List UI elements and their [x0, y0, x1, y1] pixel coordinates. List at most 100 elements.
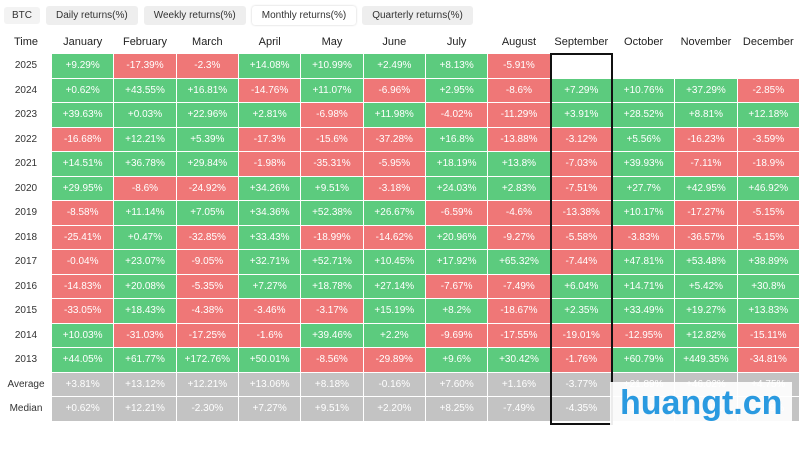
return-cell: -0.16%	[363, 372, 425, 396]
row-label: 2024	[1, 78, 51, 102]
return-cell: -8.6%	[114, 176, 176, 200]
row-label: 2016	[1, 274, 51, 298]
tab[interactable]: Monthly returns(%)	[251, 5, 357, 25]
return-cell: +2.35%	[550, 299, 612, 323]
return-cell: +19.27%	[675, 299, 737, 323]
return-cell: +8.18%	[301, 372, 363, 396]
return-cell: +34.36%	[238, 201, 301, 225]
return-cell: +12.82%	[675, 323, 737, 347]
return-cell: +2.81%	[238, 103, 301, 127]
return-cell: +2.49%	[363, 54, 425, 78]
return-cell: -33.05%	[52, 299, 114, 323]
row: 2015 -33.05% +18.43% -4.38% -3.46% -3.17% +15.…	[1, 299, 799, 323]
return-cell: +8.25%	[425, 397, 488, 421]
return-cell: +7.27%	[238, 397, 301, 421]
row-label: 2020	[1, 176, 51, 200]
return-cell: -17.25%	[176, 323, 238, 347]
return-cell: +30.8%	[737, 274, 799, 298]
column-header: March	[192, 36, 223, 48]
column-header: May	[321, 36, 343, 48]
return-cell: -17.27%	[675, 201, 737, 225]
return-cell: -9.69%	[425, 323, 488, 347]
return-cell: +50.01%	[238, 348, 301, 372]
return-cell: +3.91%	[550, 103, 612, 127]
return-cell: +39.93%	[612, 152, 675, 176]
row-label: 2018	[1, 225, 51, 249]
return-cell: +9.6%	[425, 348, 488, 372]
return-cell: -12.95%	[612, 323, 675, 347]
return-cell: -14.62%	[363, 225, 425, 249]
return-cell: +9.29%	[52, 54, 114, 78]
return-cell: +2.83%	[488, 176, 550, 200]
return-cell: +10.99%	[301, 54, 363, 78]
return-cell: +10.76%	[612, 78, 675, 102]
return-cell: +11.07%	[301, 78, 363, 102]
return-cell: +53.48%	[675, 250, 737, 274]
return-cell: +3.81%	[52, 372, 114, 396]
return-cell: -11.29%	[488, 103, 550, 127]
return-cell: -19.01%	[550, 323, 612, 347]
return-cell: -3.17%	[301, 299, 363, 323]
row-label: 2014	[1, 323, 51, 347]
return-cell: +30.42%	[488, 348, 550, 372]
return-cell: +12.21%	[114, 397, 176, 421]
return-cell: -7.03%	[550, 152, 612, 176]
return-cell: -3.59%	[737, 127, 799, 151]
row: 2018 -25.41% +0.47% -32.85% +33.43% -18.99% -1…	[1, 225, 799, 249]
return-cell: -17.55%	[488, 323, 550, 347]
return-cell: +2.20%	[363, 397, 425, 421]
return-cell: +14.08%	[238, 54, 301, 78]
return-cell: +29.95%	[52, 176, 114, 200]
return-cell: +14.51%	[52, 152, 114, 176]
tab[interactable]: Daily returns(%)	[46, 5, 138, 25]
row: 2021 +14.51% +36.78% +29.84% -1.98% -35.31% -5…	[1, 152, 799, 176]
return-cell: +7.27%	[238, 274, 301, 298]
return-cell: -4.35%	[550, 397, 612, 421]
return-cell: -16.68%	[52, 127, 114, 151]
return-cell: +20.96%	[425, 225, 488, 249]
return-cell: +44.05%	[52, 348, 114, 372]
tab[interactable]: Weekly returns(%)	[143, 5, 246, 25]
tab[interactable]: Quarterly returns(%)	[362, 5, 473, 25]
watermark: huangt.cn	[610, 382, 793, 425]
return-cell: -3.83%	[612, 225, 675, 249]
return-cell: -7.51%	[550, 176, 612, 200]
return-cell: -7.11%	[675, 152, 737, 176]
return-cell: -5.58%	[550, 225, 612, 249]
column-header: October	[624, 36, 664, 48]
row: 2023 +39.63% +0.03% +22.96% +2.81% -6.98% +11.…	[1, 103, 799, 127]
return-cell: +26.67%	[363, 201, 425, 225]
row: 2013 +44.05% +61.77% +172.76% +50.01% -8.56% -…	[1, 348, 799, 372]
return-cell: +11.98%	[363, 103, 425, 127]
return-cell: +11.14%	[114, 201, 176, 225]
return-cell: +38.89%	[737, 250, 799, 274]
return-cell: +12.21%	[114, 127, 176, 151]
return-cell: +2.2%	[363, 323, 425, 347]
return-cell: -14.83%	[52, 274, 114, 298]
return-cell: -0.04%	[52, 250, 114, 274]
return-cell: -7.44%	[550, 250, 612, 274]
return-cell: -8.56%	[301, 348, 363, 372]
return-cell: -3.12%	[550, 127, 612, 151]
return-cell: -4.6%	[488, 201, 550, 225]
return-cell: -31.03%	[114, 323, 176, 347]
return-cell: -3.46%	[238, 299, 301, 323]
row-label: 2017	[1, 250, 51, 274]
return-cell: +39.63%	[52, 103, 114, 127]
row-label: 2022	[1, 127, 51, 151]
row: 2014 +10.03% -31.03% -17.25% -1.6% +39.46% +2.…	[1, 323, 799, 347]
return-cell: +13.12%	[114, 372, 176, 396]
asset-select[interactable]: BTC	[4, 6, 40, 24]
return-cell: +36.78%	[114, 152, 176, 176]
row-label: 2015	[1, 299, 51, 323]
return-cell: +13.8%	[488, 152, 550, 176]
row: 2025 +9.29% -17.39% -2.3% +14.08% +10.99% +2.4…	[1, 54, 799, 78]
row-label: 2019	[1, 201, 51, 225]
empty-cell	[675, 54, 737, 78]
row: 2020 +29.95% -8.6% -24.92% +34.26% +9.51% -3.1…	[1, 176, 799, 200]
return-cell: +7.29%	[550, 78, 612, 102]
return-cell: +23.07%	[114, 250, 176, 274]
return-cell: -1.76%	[550, 348, 612, 372]
return-cell: -7.49%	[488, 274, 550, 298]
row-label: 2023	[1, 103, 51, 127]
